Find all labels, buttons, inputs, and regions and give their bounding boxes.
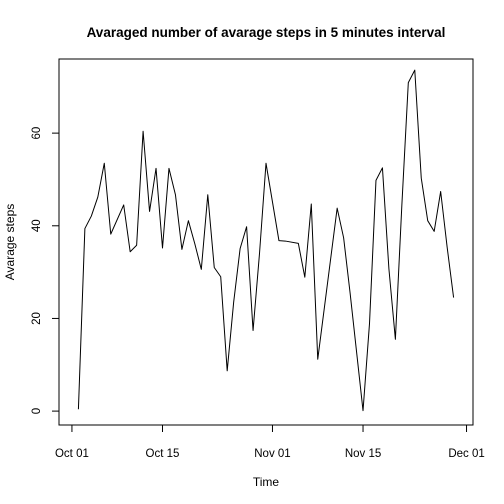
x-axis-label: Time: [253, 475, 280, 489]
y-tick-label: 0: [31, 408, 43, 414]
y-tick-label: 60: [31, 127, 43, 140]
y-tick-label: 20: [31, 312, 43, 325]
x-tick-label: Dec 01: [448, 448, 484, 460]
x-axis: Oct 01 Oct 15 Nov 01 Nov 15 Dec 01: [55, 424, 485, 460]
x-tick-label: Oct 01: [55, 448, 89, 460]
x-tick-label: Nov 15: [345, 448, 381, 460]
series-line-0: [77, 69, 455, 412]
chart-title: Avaraged number of avarage steps in 5 mi…: [87, 25, 446, 40]
y-tick-label: 40: [31, 219, 43, 232]
y-axis: 0 20 40 60: [31, 127, 60, 414]
y-axis-label: Avarage steps: [3, 204, 17, 281]
x-tick-label: Oct 15: [146, 448, 180, 460]
series-layer: [77, 69, 455, 412]
plot-area-border: [58, 58, 474, 426]
x-tick-label: Nov 01: [254, 448, 290, 460]
